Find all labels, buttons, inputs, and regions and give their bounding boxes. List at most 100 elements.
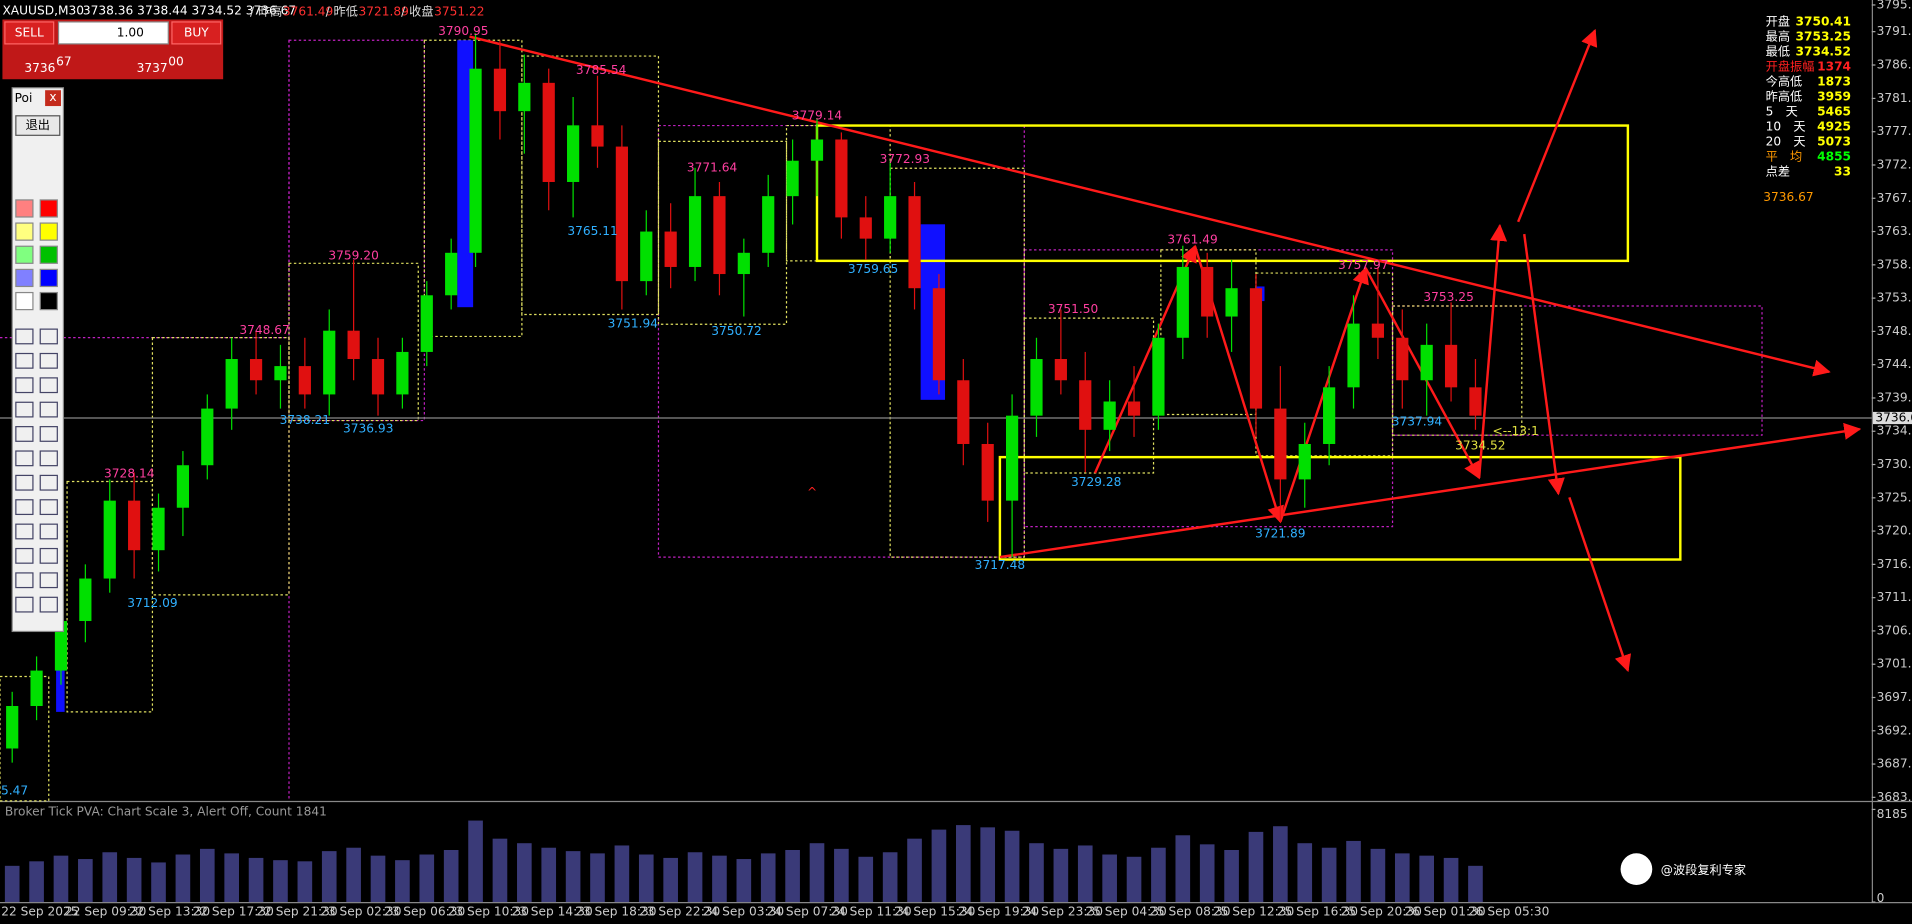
candle-body [591, 125, 604, 147]
trend-line [1523, 233, 1565, 496]
candle-body [249, 359, 263, 381]
tool-button[interactable] [15, 426, 34, 442]
tool-button[interactable] [15, 377, 34, 394]
info-value: 3750.41 [1796, 14, 1852, 28]
candle-body [1225, 288, 1238, 317]
volume-bar [370, 855, 386, 903]
volume-bar [980, 827, 996, 903]
volume-bar [858, 856, 874, 903]
color-swatch[interactable] [15, 245, 34, 264]
y-tick-label: 3786.52 [1877, 58, 1912, 72]
candle-body [1176, 266, 1189, 338]
y-tick-label: 3687.80 [1877, 757, 1912, 771]
low-label: 3737.94 [1392, 414, 1443, 428]
volume-bar [614, 845, 630, 903]
candle-body [835, 139, 848, 218]
y-tick-label: 3753.60 [1877, 291, 1912, 305]
sell-button[interactable] [4, 21, 55, 45]
ask-small: 00 [168, 55, 184, 69]
y-tick-label: 3781.80 [1877, 91, 1912, 105]
volume-bar [419, 854, 435, 903]
color-swatch[interactable] [15, 291, 34, 311]
candle-body [1005, 415, 1019, 501]
candle-body [152, 507, 165, 551]
volume-bar [248, 857, 264, 903]
color-swatch[interactable] [39, 199, 58, 218]
dotted-box [66, 480, 154, 713]
volume-bar [1151, 847, 1166, 903]
tool-button[interactable] [39, 401, 58, 418]
tool-button[interactable] [39, 474, 58, 491]
color-swatch[interactable] [15, 222, 34, 241]
volume-bar [882, 852, 898, 903]
color-swatch[interactable] [39, 291, 58, 311]
tool-button[interactable] [39, 352, 58, 369]
candle-body [1274, 408, 1287, 480]
color-swatch[interactable] [39, 268, 58, 288]
volume-bar [395, 860, 410, 903]
volume-bar [1468, 865, 1483, 903]
tool-button[interactable] [15, 523, 34, 540]
volume-bar [468, 820, 483, 903]
tool-button[interactable] [15, 572, 34, 589]
candle-body [274, 366, 287, 381]
high-label: 3761.49 [1167, 233, 1217, 247]
volume-bar [541, 847, 557, 903]
buy-button[interactable] [171, 21, 222, 45]
tool-button[interactable] [15, 328, 34, 345]
volume-bar [1297, 843, 1313, 903]
y-tick-label: 3772.40 [1877, 157, 1912, 171]
trend-line [1517, 28, 1598, 223]
exit-button[interactable] [15, 115, 61, 136]
tool-button[interactable] [15, 499, 34, 516]
color-swatch[interactable] [15, 199, 34, 218]
color-swatch[interactable] [39, 245, 58, 264]
candle-body [542, 82, 555, 182]
volume-bar [1321, 847, 1337, 903]
color-swatch[interactable] [15, 268, 34, 288]
y-tick-label: 3711.30 [1877, 590, 1912, 604]
volume-bar [1102, 854, 1117, 903]
tool-button[interactable] [39, 328, 58, 345]
tool-button[interactable] [39, 450, 58, 467]
y-tick-label: 3734.80 [1877, 424, 1912, 438]
tool-button[interactable] [15, 450, 34, 467]
high-label: 3771.64 [687, 161, 738, 175]
high-label: 3757.97 [1338, 258, 1388, 272]
close-button[interactable] [45, 90, 61, 107]
tool-button[interactable] [39, 377, 58, 394]
x-tick-label: 22 Sep 09:30 [65, 904, 146, 918]
low-label: 3736.93 [343, 422, 393, 436]
tool-button[interactable] [39, 523, 58, 540]
volume-bar [760, 853, 776, 903]
volume-title: Broker Tick PVA: Chart Scale 3, Alert Of… [5, 804, 327, 818]
tool-button[interactable] [15, 596, 34, 613]
y-tick-label: 3706.60 [1877, 623, 1912, 637]
candle-body [298, 366, 311, 395]
color-swatch[interactable] [39, 222, 58, 241]
candle-body [1249, 288, 1263, 409]
candle-body [615, 146, 628, 282]
tool-button[interactable] [39, 547, 58, 564]
x-tick-label: 22 Sep 13:30 [129, 904, 210, 918]
tool-button[interactable] [15, 401, 34, 418]
tool-button[interactable] [15, 547, 34, 564]
tool-button[interactable] [39, 596, 58, 613]
volume-bar [273, 860, 288, 903]
tool-button[interactable] [39, 426, 58, 442]
x-tick-label: 22 Sep 2025 [1, 904, 78, 918]
x-tick-label: 24 Sep 11:30 [830, 904, 911, 918]
low-label: 3738.21 [280, 413, 330, 427]
tool-button[interactable] [39, 499, 58, 516]
tool-button[interactable] [15, 352, 34, 369]
tool-button[interactable] [39, 572, 58, 589]
x-tick-label: 25 Sep 12:30 [1213, 904, 1294, 918]
volume-bar [638, 854, 654, 903]
lot-input[interactable] [57, 21, 169, 45]
x-tick-label: 26 Sep 01:30 [1404, 904, 1485, 918]
x-tick-label: 23 Sep 02:30 [320, 904, 401, 918]
tool-button[interactable] [15, 474, 34, 491]
info-value: 3734.52 [1796, 44, 1852, 58]
volume-bar [4, 865, 20, 903]
